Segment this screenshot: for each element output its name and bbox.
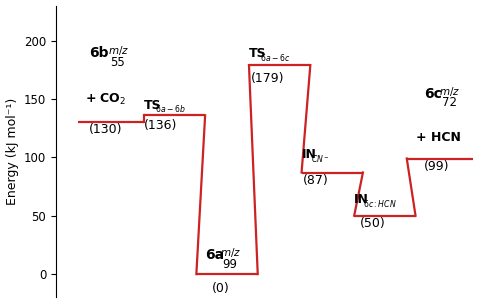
Text: 6a: 6a (205, 248, 225, 262)
Text: + CO$_2$: + CO$_2$ (84, 92, 126, 107)
Text: 6b: 6b (89, 46, 108, 60)
Text: TS: TS (144, 99, 162, 112)
Text: $m/z$: $m/z$ (439, 85, 460, 98)
Text: $_{6a-6c}$: $_{6a-6c}$ (260, 53, 290, 65)
Text: (99): (99) (424, 159, 450, 172)
Y-axis label: Energy (kJ mol⁻¹): Energy (kJ mol⁻¹) (6, 98, 18, 205)
Text: IN: IN (354, 193, 369, 206)
Text: (0): (0) (212, 282, 230, 295)
Text: (130): (130) (89, 123, 122, 136)
Text: (87): (87) (303, 174, 328, 187)
Text: + HCN: + HCN (416, 132, 461, 145)
Text: 99: 99 (222, 258, 238, 271)
Text: IN: IN (302, 148, 316, 161)
Text: (50): (50) (360, 217, 386, 230)
Text: $m/z$: $m/z$ (108, 44, 129, 57)
Text: $_{6c:HCN}$: $_{6c:HCN}$ (364, 199, 398, 211)
Text: 55: 55 (110, 56, 125, 68)
Text: (136): (136) (144, 119, 177, 132)
Text: $_{6a-6b}$: $_{6a-6b}$ (154, 104, 186, 116)
Text: 72: 72 (442, 96, 457, 109)
Text: $m/z$: $m/z$ (220, 246, 242, 259)
Text: TS: TS (249, 48, 266, 60)
Text: (179): (179) (250, 72, 284, 85)
Text: $_{CN^-}$: $_{CN^-}$ (311, 153, 330, 165)
Text: 6c: 6c (424, 87, 442, 101)
